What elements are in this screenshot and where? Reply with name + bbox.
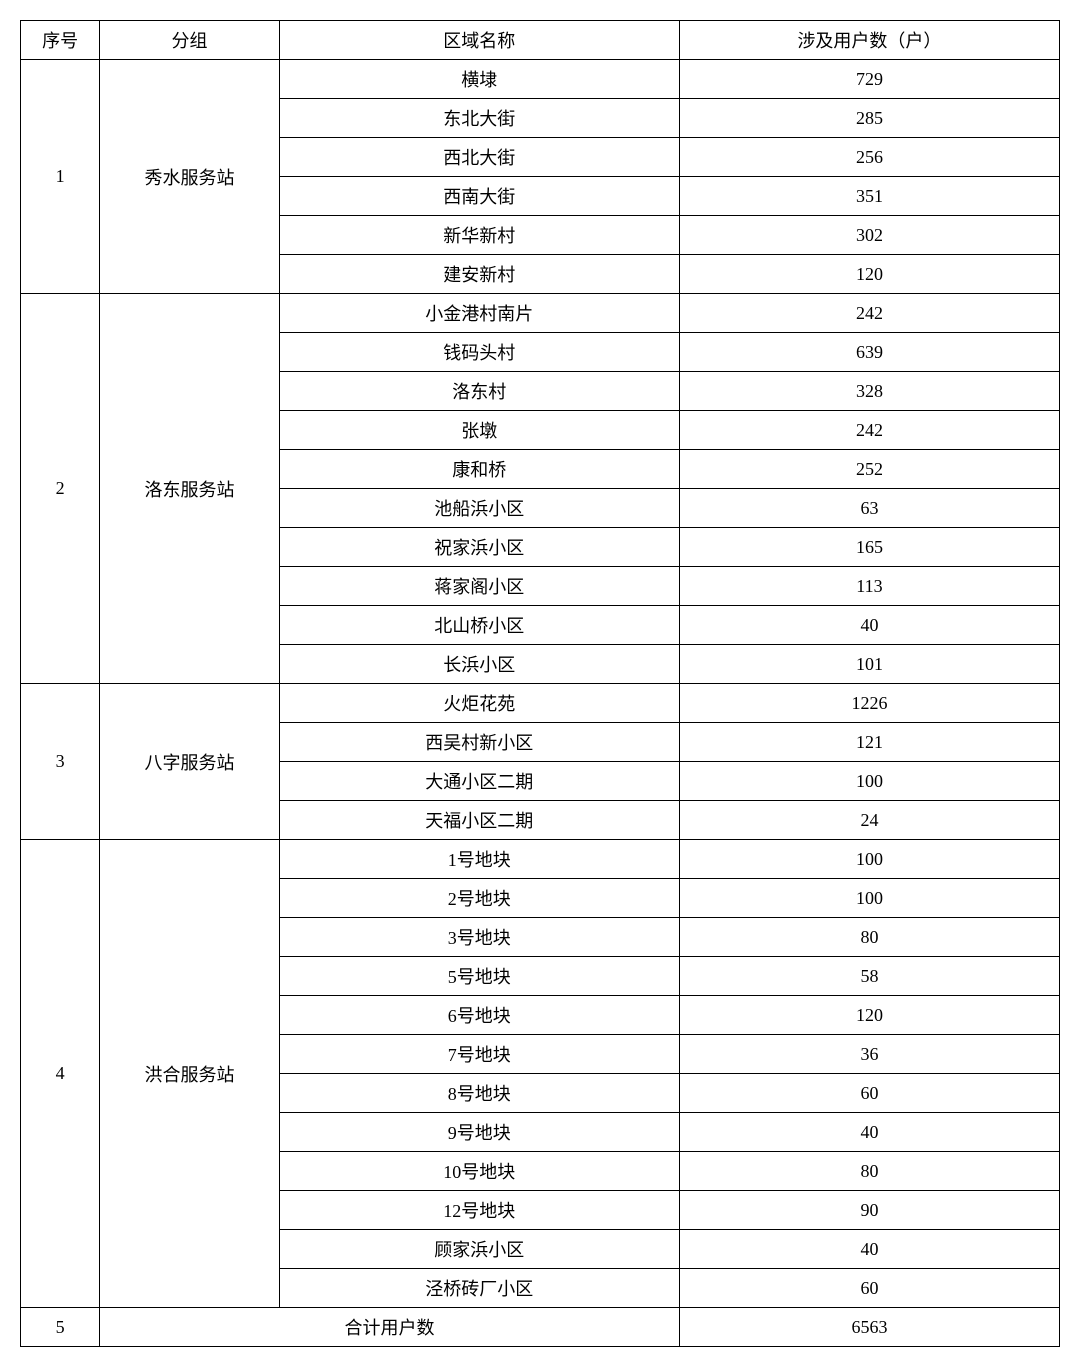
cell-count: 24	[679, 801, 1059, 840]
cell-count: 113	[679, 567, 1059, 606]
cell-count: 60	[679, 1269, 1059, 1308]
cell-count: 165	[679, 528, 1059, 567]
cell-area: 2号地块	[279, 879, 679, 918]
cell-area: 9号地块	[279, 1113, 679, 1152]
cell-area: 新华新村	[279, 216, 679, 255]
cell-count: 639	[679, 333, 1059, 372]
cell-count: 302	[679, 216, 1059, 255]
cell-count: 351	[679, 177, 1059, 216]
cell-area: 火炬花苑	[279, 684, 679, 723]
table-row: 2洛东服务站小金港村南片242	[21, 294, 1060, 333]
header-row: 序号 分组 区域名称 涉及用户数（户）	[21, 21, 1060, 60]
cell-count: 36	[679, 1035, 1059, 1074]
cell-count: 40	[679, 1230, 1059, 1269]
cell-area: 8号地块	[279, 1074, 679, 1113]
cell-area: 小金港村南片	[279, 294, 679, 333]
cell-count: 121	[679, 723, 1059, 762]
cell-count: 100	[679, 879, 1059, 918]
cell-count: 40	[679, 606, 1059, 645]
cell-area: 12号地块	[279, 1191, 679, 1230]
cell-area: 西南大街	[279, 177, 679, 216]
cell-count: 80	[679, 1152, 1059, 1191]
cell-area: 洛东村	[279, 372, 679, 411]
table-row: 3八字服务站火炬花苑1226	[21, 684, 1060, 723]
cell-count: 60	[679, 1074, 1059, 1113]
cell-count: 729	[679, 60, 1059, 99]
cell-area: 祝家浜小区	[279, 528, 679, 567]
cell-area: 天福小区二期	[279, 801, 679, 840]
cell-area: 东北大街	[279, 99, 679, 138]
cell-count: 242	[679, 294, 1059, 333]
cell-area: 西北大街	[279, 138, 679, 177]
cell-seq: 1	[21, 60, 100, 294]
header-group: 分组	[100, 21, 280, 60]
cell-area: 长浜小区	[279, 645, 679, 684]
cell-area: 7号地块	[279, 1035, 679, 1074]
cell-count: 256	[679, 138, 1059, 177]
cell-count: 1226	[679, 684, 1059, 723]
cell-count: 80	[679, 918, 1059, 957]
cell-area: 大通小区二期	[279, 762, 679, 801]
table-row: 1秀水服务站横埭729	[21, 60, 1060, 99]
cell-count: 40	[679, 1113, 1059, 1152]
cell-count: 90	[679, 1191, 1059, 1230]
cell-area: 6号地块	[279, 996, 679, 1035]
header-count: 涉及用户数（户）	[679, 21, 1059, 60]
cell-total-seq: 5	[21, 1308, 100, 1347]
cell-count: 101	[679, 645, 1059, 684]
cell-seq: 4	[21, 840, 100, 1308]
cell-count: 58	[679, 957, 1059, 996]
cell-group: 洛东服务站	[100, 294, 280, 684]
cell-count: 100	[679, 762, 1059, 801]
cell-area: 泾桥砖厂小区	[279, 1269, 679, 1308]
cell-area: 顾家浜小区	[279, 1230, 679, 1269]
cell-area: 张墩	[279, 411, 679, 450]
table-body: 1秀水服务站横埭729东北大街285西北大街256西南大街351新华新村302建…	[21, 60, 1060, 1347]
cell-count: 120	[679, 996, 1059, 1035]
cell-total-count: 6563	[679, 1308, 1059, 1347]
cell-area: 建安新村	[279, 255, 679, 294]
cell-seq: 3	[21, 684, 100, 840]
header-area: 区域名称	[279, 21, 679, 60]
cell-area: 池船浜小区	[279, 489, 679, 528]
table-row: 4洪合服务站1号地块100	[21, 840, 1060, 879]
cell-group: 秀水服务站	[100, 60, 280, 294]
cell-area: 钱码头村	[279, 333, 679, 372]
cell-area: 1号地块	[279, 840, 679, 879]
cell-count: 328	[679, 372, 1059, 411]
user-count-table: 序号 分组 区域名称 涉及用户数（户） 1秀水服务站横埭729东北大街285西北…	[20, 20, 1060, 1347]
cell-group: 八字服务站	[100, 684, 280, 840]
cell-area: 康和桥	[279, 450, 679, 489]
cell-seq: 2	[21, 294, 100, 684]
cell-area: 横埭	[279, 60, 679, 99]
cell-total-label: 合计用户数	[100, 1308, 680, 1347]
cell-area: 3号地块	[279, 918, 679, 957]
cell-area: 5号地块	[279, 957, 679, 996]
cell-count: 252	[679, 450, 1059, 489]
cell-area: 北山桥小区	[279, 606, 679, 645]
cell-count: 242	[679, 411, 1059, 450]
header-seq: 序号	[21, 21, 100, 60]
cell-group: 洪合服务站	[100, 840, 280, 1308]
cell-count: 120	[679, 255, 1059, 294]
cell-area: 西吴村新小区	[279, 723, 679, 762]
cell-count: 63	[679, 489, 1059, 528]
total-row: 5合计用户数6563	[21, 1308, 1060, 1347]
cell-area: 蒋家阁小区	[279, 567, 679, 606]
cell-count: 285	[679, 99, 1059, 138]
cell-count: 100	[679, 840, 1059, 879]
cell-area: 10号地块	[279, 1152, 679, 1191]
